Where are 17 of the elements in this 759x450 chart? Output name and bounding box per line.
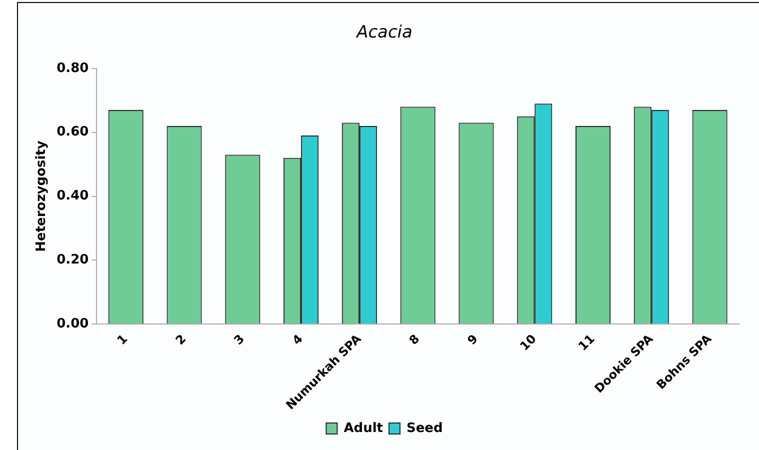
x-tick-label: 10 bbox=[517, 332, 539, 354]
y-tick-label: 0.00 bbox=[56, 316, 89, 332]
chart-title: Acacia bbox=[356, 22, 412, 43]
y-tick-label: 0.60 bbox=[56, 124, 89, 140]
x-tick-label: 3 bbox=[231, 332, 247, 348]
x-tick-label: 8 bbox=[406, 332, 422, 348]
y-tick-label: 0.80 bbox=[56, 60, 89, 76]
legend-label: Seed bbox=[406, 420, 443, 436]
x-tick-label: 2 bbox=[172, 332, 189, 348]
y-tick-label: 0.20 bbox=[56, 252, 89, 268]
x-tick-label: 4 bbox=[290, 332, 306, 348]
y-tick-label: 0.40 bbox=[56, 188, 89, 204]
legend-label: Adult bbox=[344, 420, 383, 436]
y-axis-title: Heterozygosity bbox=[34, 140, 50, 252]
x-tick-label: 9 bbox=[464, 332, 481, 348]
x-tick-label: 1 bbox=[114, 332, 130, 348]
x-tick-label: 11 bbox=[576, 332, 598, 354]
